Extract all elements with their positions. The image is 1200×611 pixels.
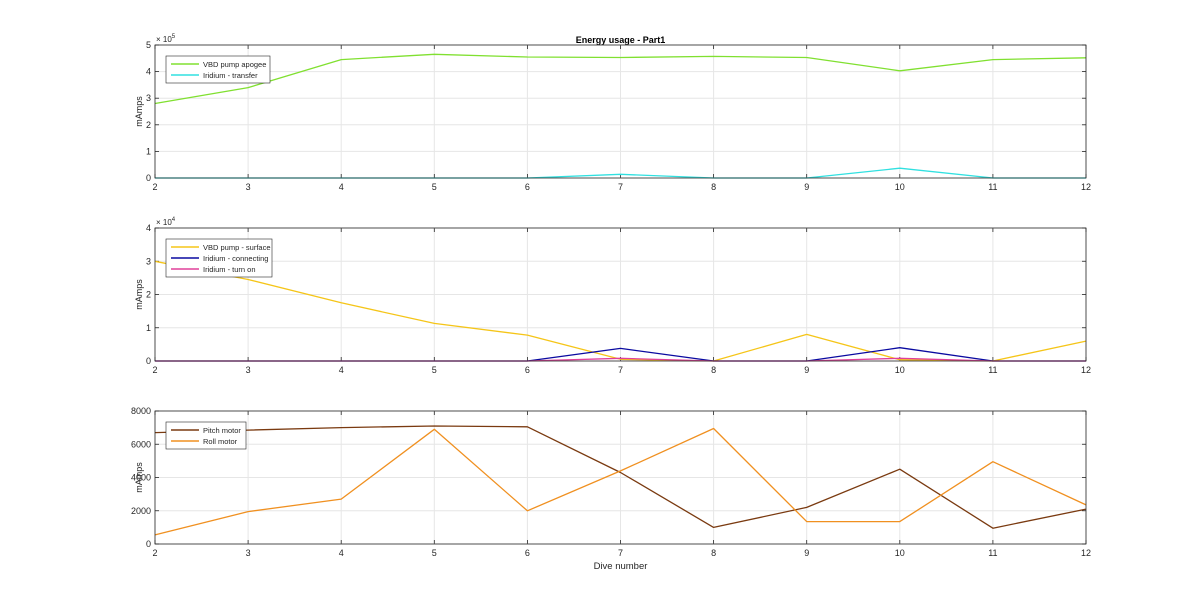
x-tick-label: 2 — [152, 548, 157, 558]
y-tick-label: 6000 — [131, 439, 151, 449]
x-tick-label: 10 — [895, 365, 905, 375]
x-tick-label: 7 — [618, 182, 623, 192]
x-tick-label: 11 — [988, 548, 997, 558]
x-tick-label: 2 — [152, 365, 157, 375]
y-tick-label: 4 — [146, 223, 151, 233]
y-tick-label: 3 — [146, 256, 151, 266]
axes-box — [154, 227, 1087, 362]
x-tick-label: 12 — [1081, 365, 1091, 375]
y-tick-label: 3 — [146, 93, 151, 103]
axes-panel-3: 2 3 4 5 6 7 8 9 10 11 12 0 2000 4000 6000 8000 mAmps Pitc… — [131, 406, 1091, 558]
y-axis-label: mAmps — [134, 96, 144, 127]
x-tick-label: 10 — [895, 182, 905, 192]
y-tick-label: 4 — [146, 67, 151, 77]
x-tick-label: 2 — [152, 182, 157, 192]
y-tick-label: 2 — [146, 120, 151, 130]
y-tick-label: 0 — [146, 539, 151, 549]
x-tick-label: 3 — [246, 365, 251, 375]
series-line-vbd-pump-surface — [154, 260, 1087, 362]
x-axis-label: Dive number — [594, 561, 648, 572]
x-tick-label: 4 — [339, 365, 344, 375]
legend-label: VBD pump apogee — [203, 60, 266, 69]
x-tick-label: 12 — [1081, 182, 1091, 192]
legend-label: VBD pump - surface — [203, 243, 271, 252]
y-exponent-power: 5 — [172, 34, 176, 40]
x-tick-label: 12 — [1081, 548, 1091, 558]
x-tick-label: 3 — [246, 182, 251, 192]
y-exponent-label: × 104 — [156, 217, 176, 227]
x-tick-label: 8 — [711, 365, 716, 375]
x-tick-label: 10 — [895, 548, 905, 558]
x-tick-label: 6 — [525, 365, 530, 375]
x-tick-label: 3 — [246, 548, 251, 558]
axes-box — [154, 44, 1087, 179]
y-tick-label: 0 — [146, 356, 151, 366]
x-tick-label: 7 — [618, 548, 623, 558]
y-tick-label: 2000 — [131, 506, 151, 516]
x-tick-label: 11 — [988, 365, 997, 375]
x-tick-label: 5 — [432, 548, 437, 558]
legend-label: Iridium - turn on — [203, 265, 256, 274]
x-tick-label: 11 — [988, 182, 997, 192]
legend: VBD pump apogee Iridium - transfer — [165, 55, 271, 84]
y-tick-label: 8000 — [131, 406, 151, 416]
x-tick-label: 9 — [804, 365, 809, 375]
axes-box — [154, 410, 1087, 545]
y-exponent-label: × 105 — [156, 34, 176, 44]
legend: VBD pump - surface Iridium - connecting Ir… — [165, 238, 273, 278]
y-tick-label: 0 — [146, 173, 151, 183]
y-axis-label: mAmps — [134, 279, 144, 310]
y-axis-label: mAmps — [134, 462, 144, 493]
series-line-roll-motor — [154, 427, 1087, 536]
x-tick-label: 8 — [711, 182, 716, 192]
x-tick-label: 4 — [339, 548, 344, 558]
x-tick-label: 5 — [432, 365, 437, 375]
legend-label: Roll motor — [203, 437, 238, 446]
x-tick-label: 9 — [804, 182, 809, 192]
x-tick-label: 5 — [432, 182, 437, 192]
y-tick-label: 1 — [146, 146, 151, 156]
legend-box — [165, 55, 271, 84]
x-tick-label: 8 — [711, 548, 716, 558]
legend-label: Pitch motor — [203, 426, 241, 435]
y-tick-label: 5 — [146, 40, 151, 50]
series-line-vbd-pump-apogee — [154, 53, 1087, 105]
x-tick-label: 9 — [804, 548, 809, 558]
y-exponent-power: 4 — [172, 217, 176, 223]
y-tick-label: 4000 — [131, 473, 151, 483]
x-tick-label: 4 — [339, 182, 344, 192]
x-tick-label: 7 — [618, 365, 623, 375]
x-tick-label: 6 — [525, 548, 530, 558]
series-line-pitch-motor — [154, 425, 1087, 529]
y-tick-label: 2 — [146, 290, 151, 300]
legend-box — [165, 421, 247, 450]
legend-label: Iridium - connecting — [203, 254, 268, 263]
legend: Pitch motor Roll motor — [165, 421, 247, 450]
figure-title: Energy usage - Part1 — [576, 35, 666, 45]
y-tick-label: 1 — [146, 323, 151, 333]
x-tick-label: 6 — [525, 182, 530, 192]
legend-label: Iridium - transfer — [203, 71, 258, 80]
